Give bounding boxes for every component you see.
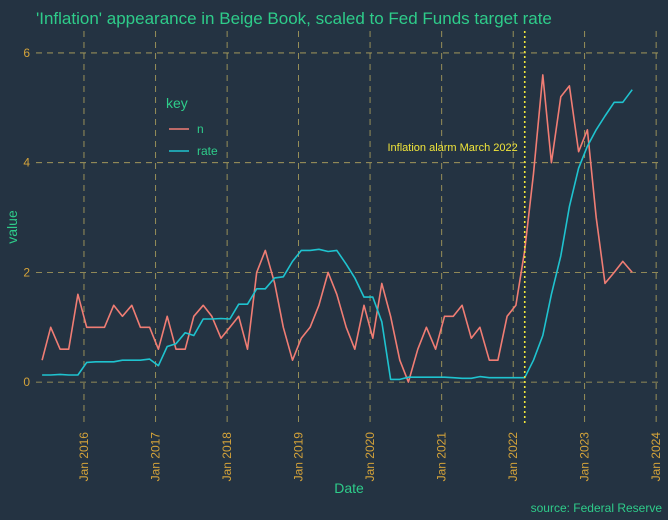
x-tick-label-6: Jan 2022 — [506, 432, 520, 482]
x-tick-label-7: Jan 2023 — [578, 432, 592, 482]
legend-label-n: n — [197, 122, 204, 136]
legend-title: key — [166, 95, 188, 111]
series-line-rate — [42, 89, 633, 381]
x-axis: Jan 2016 Jan 2017 Jan 2018 Jan 2019 Jan 2020… — [77, 432, 663, 482]
y-tick-label-3: 6 — [23, 46, 30, 60]
legend-label-rate: rate — [197, 144, 218, 158]
x-tick-label-8: Jan 2024 — [649, 432, 663, 482]
x-tick-label-3: Jan 2019 — [292, 432, 306, 482]
chart-title: 'Inflation' appearance in Beige Book, sc… — [36, 9, 552, 28]
x-axis-title: Date — [334, 480, 364, 496]
legend: key n rate — [166, 95, 218, 158]
x-tick-label-4: Jan 2020 — [363, 432, 377, 482]
x-tick-label-5: Jan 2021 — [435, 432, 449, 482]
y-tick-label-2: 4 — [23, 156, 30, 170]
x-tick-label-0: Jan 2016 — [77, 432, 91, 482]
x-tick-label-1: Jan 2017 — [149, 432, 163, 482]
series-line-n — [41, 74, 633, 383]
chart-grid — [36, 31, 662, 426]
source-caption: source: Federal Reserve — [531, 501, 663, 515]
annotation-text: Inflation alarm March 2022 — [388, 142, 518, 154]
series-layer — [41, 74, 633, 383]
y-tick-label-0: 0 — [23, 375, 30, 389]
x-tick-label-2: Jan 2018 — [220, 432, 234, 482]
y-axis: 0 2 4 6 — [23, 46, 30, 389]
y-tick-label-1: 2 — [23, 265, 30, 279]
y-axis-title: value — [4, 210, 20, 244]
